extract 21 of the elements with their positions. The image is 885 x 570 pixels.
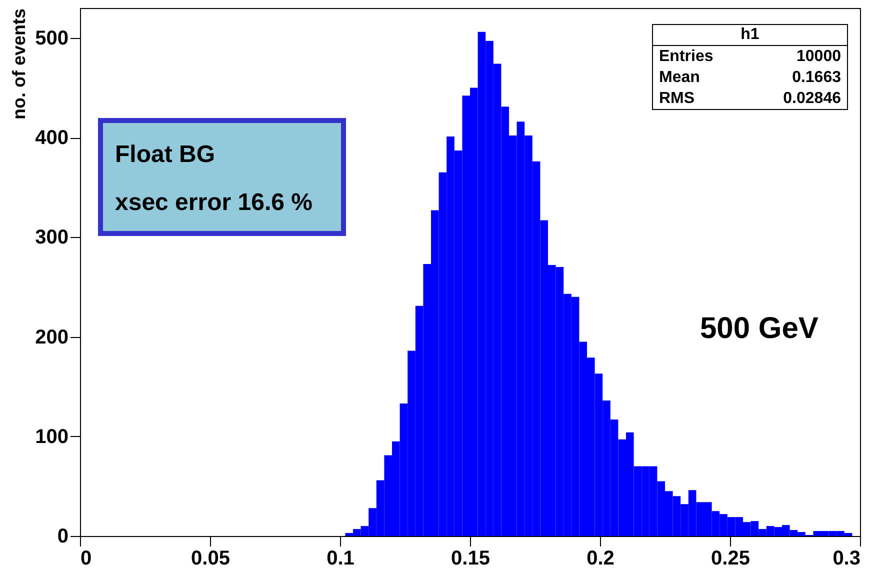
y-axis-title: no. of events: [9, 8, 30, 120]
x-tick-label: 0.25: [711, 548, 750, 570]
y-tick-label: 0: [57, 526, 68, 548]
annotation: xsec error 16.6 %: [115, 188, 314, 218]
x-tick-label: 0: [80, 548, 92, 570]
y-tick-label: 300: [35, 226, 68, 249]
x-tick-label: 0.3: [832, 548, 860, 570]
annotation: 500 GeV: [700, 312, 818, 346]
y-tick-label: 400: [35, 127, 68, 150]
text: Entries 10000: [659, 48, 841, 65]
text: RMS 0.02846: [659, 90, 841, 107]
x-tick-label: 0.05: [191, 548, 230, 570]
annotation: Float BG: [115, 140, 216, 170]
y-tick-label: 500: [35, 27, 68, 50]
x-tick-label: 0.2: [586, 548, 614, 570]
x-tick-label: 0.1: [326, 548, 354, 570]
y-tick-label: 200: [35, 326, 68, 348]
text: Mean 0.1663: [659, 69, 841, 86]
annotation: h1: [653, 25, 847, 46]
y-tick-label: 100: [35, 426, 68, 448]
x-tick-label: 0.15: [451, 548, 490, 570]
